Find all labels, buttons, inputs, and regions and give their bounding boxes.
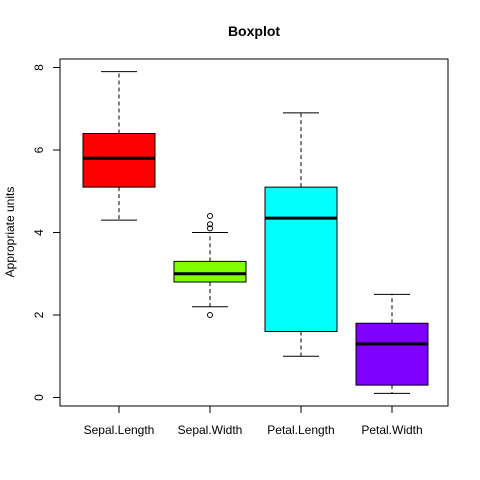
x-tick-label: Sepal.Length — [84, 423, 155, 437]
x-axis: Sepal.Length Sepal.Width Petal.Length Petal… — [84, 405, 423, 437]
box-iqr — [355, 322, 429, 386]
outlier-point — [207, 312, 213, 318]
y-axis: 0 2 4 6 8 — [32, 64, 61, 401]
y-tick-label: 2 — [32, 311, 46, 318]
y-tick-label: 8 — [32, 64, 46, 71]
box-group — [355, 293, 429, 394]
boxes-layer — [82, 71, 429, 394]
box-iqr — [264, 186, 338, 332]
outlier-point — [207, 213, 213, 219]
outlier-point — [207, 221, 213, 228]
x-tick-label: Petal.Width — [361, 423, 422, 437]
x-tick-label: Sepal.Width — [178, 423, 243, 437]
box-iqr — [173, 260, 247, 283]
chart-title: Boxplot — [228, 23, 280, 39]
y-tick-label: 4 — [32, 229, 46, 236]
box-group — [173, 213, 247, 318]
y-tick-label: 0 — [32, 394, 46, 401]
y-tick-label: 6 — [32, 146, 46, 153]
box-group — [264, 112, 338, 357]
x-tick-label: Petal.Length — [267, 423, 334, 437]
outlier-point — [207, 225, 213, 232]
box-group — [82, 71, 156, 221]
y-axis-label: Appropriate units — [3, 187, 17, 278]
box-iqr — [82, 133, 156, 188]
